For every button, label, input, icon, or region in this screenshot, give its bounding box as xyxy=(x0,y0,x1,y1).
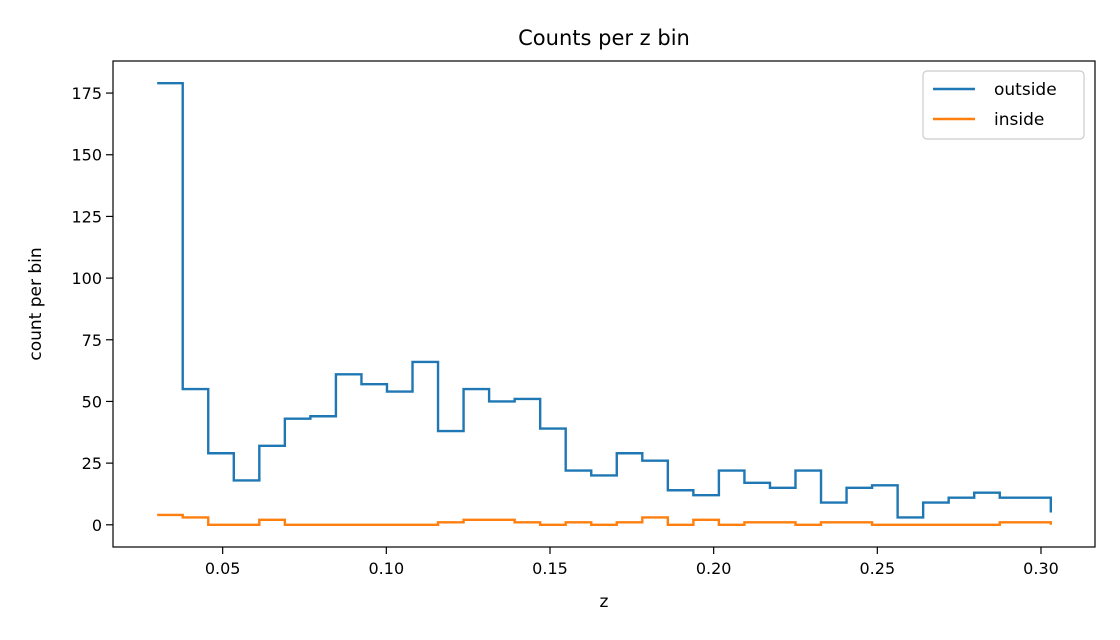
y-tick-label: 100 xyxy=(71,269,102,288)
series-line-inside xyxy=(157,513,1053,526)
y-tick-label: 175 xyxy=(71,84,102,103)
x-tick-label: 0.10 xyxy=(369,559,405,578)
legend: outside inside xyxy=(922,70,1085,140)
plot-frame xyxy=(112,60,1096,548)
y-tick-label: 75 xyxy=(82,331,102,350)
series-layer xyxy=(157,82,1053,526)
y-axis-ticks: 0 25 50 75 100 125 150 175 xyxy=(71,84,113,535)
series-line-outside xyxy=(157,82,1053,519)
y-tick-label: 150 xyxy=(71,146,102,165)
legend-label-outside: outside xyxy=(994,80,1057,100)
x-tick-label: 0.25 xyxy=(860,559,896,578)
x-tick-label: 0.20 xyxy=(696,559,732,578)
y-tick-label: 50 xyxy=(82,392,102,411)
y-tick-label: 25 xyxy=(82,454,102,473)
y-axis-label: count per bin xyxy=(26,247,46,360)
chart-title: Counts per z bin xyxy=(518,26,690,50)
x-axis-label: z xyxy=(600,592,609,612)
x-tick-label: 0.05 xyxy=(205,559,241,578)
x-tick-label: 0.30 xyxy=(1023,559,1059,578)
y-tick-label: 0 xyxy=(92,516,102,535)
x-axis-ticks: 0.05 0.10 0.15 0.20 0.25 0.30 xyxy=(205,547,1059,578)
y-tick-label: 125 xyxy=(71,207,102,226)
legend-label-inside: inside xyxy=(994,110,1044,130)
x-tick-label: 0.15 xyxy=(532,559,568,578)
